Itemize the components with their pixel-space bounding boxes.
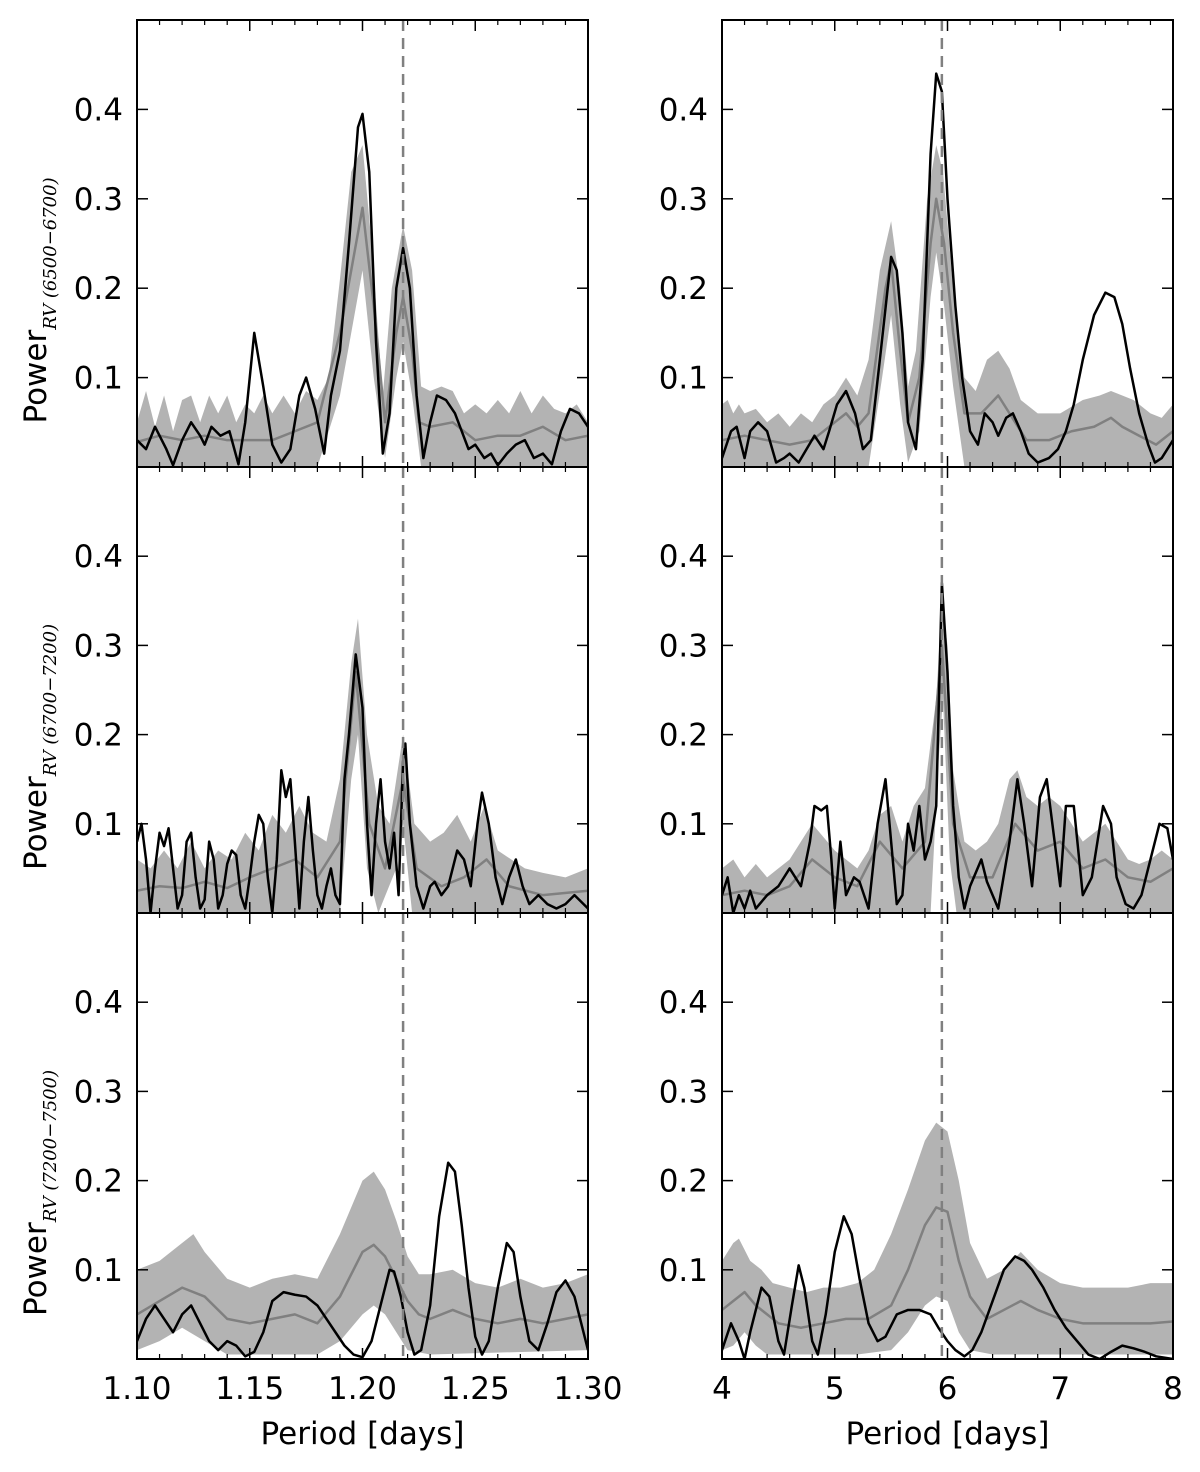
simulated-band bbox=[137, 145, 588, 467]
y-tick-label: 0.1 bbox=[659, 361, 708, 397]
y-tick-label: 0.1 bbox=[659, 1253, 708, 1289]
y-tick-label: 0.2 bbox=[74, 1164, 123, 1200]
simulated-band bbox=[137, 618, 588, 913]
plot-area bbox=[137, 618, 588, 913]
observed-line bbox=[137, 653, 588, 913]
observed-line bbox=[137, 1161, 588, 1359]
panel-r2-c1 bbox=[721, 912, 1174, 1360]
x-axis-label: Period [days] bbox=[261, 1416, 465, 1452]
panel-r1-c1 bbox=[721, 466, 1174, 914]
labels-layer: 0.1 0.2 0.3 0.4 0.1 0.2 0.3 0.4 0.1 0.2 0.3 0.4 0.1 0… bbox=[18, 92, 1183, 1452]
simulated-band bbox=[722, 600, 1173, 913]
plot-area bbox=[722, 581, 1173, 913]
y-tick-label: 0.4 bbox=[659, 985, 708, 1021]
y-axis-label: PowerRV (6700−7200) bbox=[18, 624, 61, 870]
panels-layer bbox=[136, 19, 1174, 1360]
y-tick-label: 0.3 bbox=[659, 628, 708, 664]
plot-area bbox=[137, 112, 588, 467]
x-tick-label: 8 bbox=[1163, 1371, 1183, 1407]
simulated-mean-line bbox=[722, 1206, 1173, 1330]
y-axis-label-main: Power bbox=[18, 1222, 54, 1316]
y-tick-label: 0.2 bbox=[74, 271, 123, 307]
y-axis-label: PowerRV (6500−6700) bbox=[18, 177, 61, 423]
y-tick-label: 0.3 bbox=[74, 1074, 123, 1110]
panel-r1-c0 bbox=[136, 466, 589, 914]
x-tick-label: 1.15 bbox=[215, 1371, 284, 1407]
y-tick-label: 0.4 bbox=[74, 92, 123, 128]
x-tick-label: 6 bbox=[938, 1371, 958, 1407]
y-tick-label: 0.4 bbox=[74, 985, 123, 1021]
simulated-band bbox=[137, 1171, 588, 1355]
y-axis-label-subscript: RV (6500−6700) bbox=[40, 177, 61, 330]
simulated-mean-line bbox=[137, 206, 588, 444]
y-axis-label-main: Power bbox=[18, 776, 54, 870]
panel-r0-c1 bbox=[721, 19, 1174, 468]
plot-area bbox=[722, 1122, 1173, 1359]
y-tick-label: 0.2 bbox=[659, 271, 708, 307]
simulated-mean-line bbox=[722, 197, 1173, 446]
y-tick-label: 0.4 bbox=[659, 92, 708, 128]
y-tick-label: 0.2 bbox=[74, 718, 123, 754]
x-axis-label: Period [days] bbox=[846, 1416, 1050, 1452]
y-tick-label: 0.1 bbox=[659, 807, 708, 843]
plot-area bbox=[722, 72, 1173, 467]
y-axis-label-subscript: RV (6700−7200) bbox=[40, 624, 61, 777]
observed-line bbox=[722, 1215, 1173, 1359]
x-tick-label: 1.30 bbox=[553, 1371, 622, 1407]
panel-r2-c0 bbox=[136, 912, 589, 1360]
y-tick-label: 0.3 bbox=[659, 1074, 708, 1110]
y-tick-label: 0.1 bbox=[74, 807, 123, 843]
simulated-band bbox=[722, 145, 1173, 467]
y-tick-label: 0.4 bbox=[74, 539, 123, 575]
simulated-mean-line bbox=[137, 1243, 588, 1325]
y-tick-label: 0.3 bbox=[74, 628, 123, 664]
y-tick-label: 0.3 bbox=[74, 182, 123, 218]
x-tick-label: 4 bbox=[712, 1371, 732, 1407]
y-tick-label: 0.1 bbox=[74, 361, 123, 397]
x-tick-label: 5 bbox=[825, 1371, 845, 1407]
y-axis-label: PowerRV (7200−7500) bbox=[18, 1070, 61, 1316]
x-tick-label: 1.20 bbox=[328, 1371, 397, 1407]
x-tick-label: 7 bbox=[1050, 1371, 1070, 1407]
plot-area bbox=[137, 1161, 588, 1359]
observed-line bbox=[137, 112, 588, 467]
y-tick-label: 0.2 bbox=[659, 718, 708, 754]
simulated-mean-line bbox=[137, 670, 588, 897]
y-tick-label: 0.3 bbox=[659, 182, 708, 218]
x-tick-label: 1.25 bbox=[441, 1371, 510, 1407]
panel-r0-c0 bbox=[136, 19, 589, 468]
y-axis-label-main: Power bbox=[18, 330, 54, 424]
y-tick-label: 0.1 bbox=[74, 1253, 123, 1289]
y-tick-label: 0.2 bbox=[659, 1164, 708, 1200]
simulated-band bbox=[722, 1122, 1173, 1355]
y-axis-label-subscript: RV (7200−7500) bbox=[40, 1070, 61, 1223]
x-tick-label: 1.10 bbox=[102, 1371, 171, 1407]
observed-line bbox=[722, 72, 1173, 464]
y-tick-label: 0.4 bbox=[659, 539, 708, 575]
observed-line bbox=[722, 581, 1173, 913]
